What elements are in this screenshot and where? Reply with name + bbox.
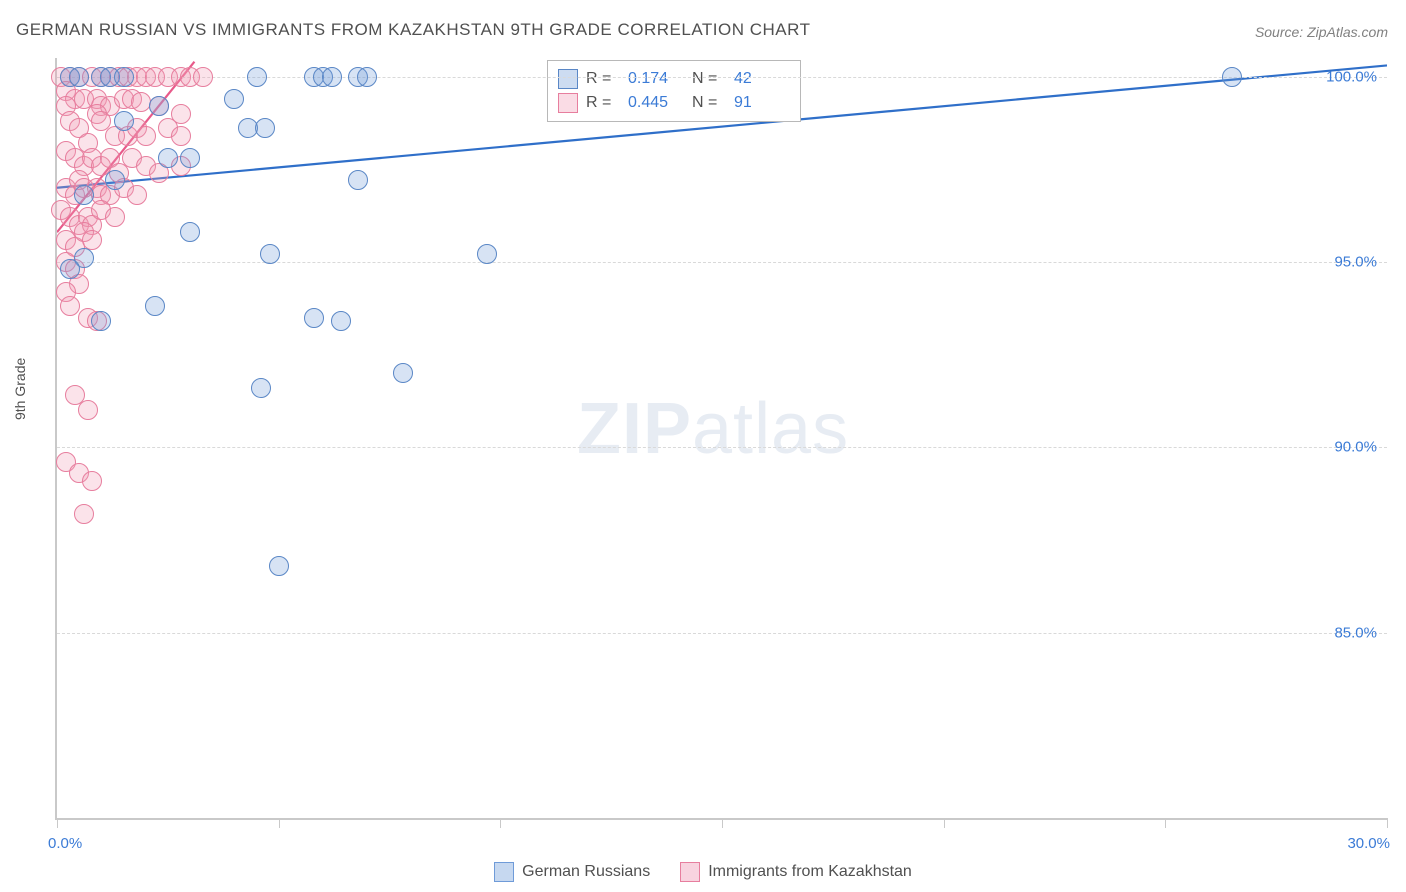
scatter-point — [82, 471, 102, 491]
swatch-kazakhstan — [680, 862, 700, 882]
scatter-point — [114, 67, 134, 87]
x-tick — [57, 818, 58, 828]
scatter-point — [114, 111, 134, 131]
gridline-h — [57, 262, 1387, 263]
watermark-atlas: atlas — [692, 389, 849, 469]
legend-n-value: 91 — [734, 94, 790, 112]
x-tick — [1165, 818, 1166, 828]
legend-item-kazakhstan: Immigrants from Kazakhstan — [680, 862, 912, 882]
scatter-point — [304, 308, 324, 328]
scatter-point — [1222, 67, 1242, 87]
legend-n-value: 42 — [734, 70, 790, 88]
swatch-german-russians — [494, 862, 514, 882]
legend-r-label: R = — [586, 94, 620, 112]
scatter-point — [477, 244, 497, 264]
scatter-point — [60, 296, 80, 316]
x-tick-label-min: 0.0% — [48, 835, 82, 852]
scatter-point — [82, 230, 102, 250]
scatter-point — [348, 170, 368, 190]
scatter-point — [260, 244, 280, 264]
x-tick — [279, 818, 280, 828]
legend-item-german-russians: German Russians — [494, 862, 650, 882]
scatter-point — [322, 67, 342, 87]
legend-swatch — [558, 93, 578, 113]
scatter-point — [91, 311, 111, 331]
y-tick-label: 90.0% — [1334, 439, 1377, 456]
x-tick — [1387, 818, 1388, 828]
scatter-point — [74, 504, 94, 524]
scatter-point — [60, 259, 80, 279]
scatter-point — [269, 556, 289, 576]
legend-top: R = 0.174 N = 42 R = 0.445 N = 91 — [547, 60, 801, 122]
x-tick — [500, 818, 501, 828]
legend-r-value: 0.174 — [628, 70, 684, 88]
chart-area: ZIPatlas R = 0.174 N = 42 R = 0.445 N = 91 85.0… — [55, 58, 1387, 820]
scatter-point — [149, 96, 169, 116]
source-label: Source: ZipAtlas.com — [1255, 24, 1388, 40]
y-tick-label: 100.0% — [1326, 68, 1377, 85]
scatter-point — [180, 222, 200, 242]
scatter-point — [158, 148, 178, 168]
scatter-point — [180, 148, 200, 168]
legend-bottom: German Russians Immigrants from Kazakhst… — [0, 862, 1406, 882]
scatter-point — [357, 67, 377, 87]
scatter-point — [224, 89, 244, 109]
x-tick — [722, 818, 723, 828]
scatter-point — [255, 118, 275, 138]
scatter-point — [131, 92, 151, 112]
trend-lines — [57, 58, 1387, 818]
legend-label-kazakhstan: Immigrants from Kazakhstan — [708, 863, 912, 881]
scatter-point — [105, 207, 125, 227]
scatter-point — [171, 126, 191, 146]
gridline-h — [57, 447, 1387, 448]
legend-top-row: R = 0.174 N = 42 — [558, 67, 790, 91]
scatter-point — [247, 67, 267, 87]
x-tick — [944, 818, 945, 828]
chart-title: GERMAN RUSSIAN VS IMMIGRANTS FROM KAZAKH… — [16, 20, 810, 40]
scatter-point — [145, 296, 165, 316]
scatter-point — [193, 67, 213, 87]
legend-top-row: R = 0.445 N = 91 — [558, 91, 790, 115]
legend-n-label: N = — [692, 70, 726, 88]
legend-swatch — [558, 69, 578, 89]
gridline-h — [57, 633, 1387, 634]
scatter-point — [331, 311, 351, 331]
scatter-point — [105, 170, 125, 190]
legend-r-label: R = — [586, 70, 620, 88]
scatter-point — [393, 363, 413, 383]
scatter-point — [78, 400, 98, 420]
legend-n-label: N = — [692, 94, 726, 112]
watermark-zip: ZIP — [577, 389, 692, 469]
y-tick-label: 85.0% — [1334, 624, 1377, 641]
scatter-point — [74, 185, 94, 205]
scatter-point — [127, 185, 147, 205]
scatter-point — [136, 126, 156, 146]
scatter-point — [69, 67, 89, 87]
legend-r-value: 0.445 — [628, 94, 684, 112]
trend-line — [57, 62, 194, 233]
watermark: ZIPatlas — [577, 388, 849, 470]
legend-label-german-russians: German Russians — [522, 863, 650, 881]
y-axis-label: 9th Grade — [12, 358, 28, 420]
y-tick-label: 95.0% — [1334, 253, 1377, 270]
x-tick-label-max: 30.0% — [1347, 835, 1390, 852]
scatter-point — [251, 378, 271, 398]
